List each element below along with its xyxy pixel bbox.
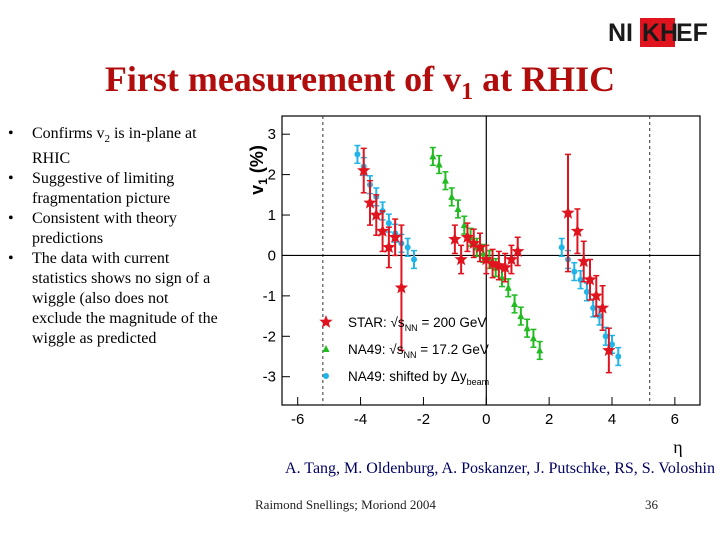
na49-point [498,273,506,281]
x-tick-label: -4 [354,411,367,428]
na49-shifted-point [558,244,565,251]
star-point [479,252,493,266]
authors-line: A. Tang, M. Oldenburg, A. Poskanzer, J. … [285,460,715,477]
x-tick-label: -2 [417,411,430,428]
y-axis-label: v1 (%) [247,145,270,195]
y-tick-label: -2 [263,328,276,345]
star-point [589,288,603,302]
na49-point [504,283,512,291]
na49-point [448,192,456,200]
x-tick-label: -6 [291,411,304,428]
star-point [473,240,487,253]
x-tick-label: 0 [482,411,490,428]
bullet-list: Confirms v2 is in-plane at RHIC Suggesti… [6,124,221,349]
na49-point [511,299,519,307]
page-number: 36 [645,497,658,512]
bullet-item: The data with current statistics shows n… [6,249,221,349]
na49-shifted-point [354,151,361,158]
star-point [595,301,610,314]
na49-shifted-point [602,333,609,340]
na49-shifted-point [609,341,615,348]
legend-label: NA49: shifted by Δybeam [348,369,489,387]
legend-marker-star [319,315,333,328]
na49-shifted-point [404,244,411,251]
star-point [602,343,616,357]
y-tick-label: 3 [268,126,276,143]
na49-shifted-point [590,304,597,311]
x-tick-label: 2 [545,411,553,428]
star-point [561,206,575,219]
star-point [448,232,462,245]
star-point [394,280,409,294]
star-point [454,252,468,266]
star-point [570,224,585,237]
nikhef-logo: NI KH EF [608,18,708,47]
logo-text-left: NI [608,19,633,47]
star-point [504,252,519,266]
title-subscript: 1 [461,79,474,106]
x-axis-label: η [673,437,682,457]
footer-text: Raimond Snellings; Moriond 2004 [255,497,436,512]
y-tick-label: -3 [263,369,276,386]
v1-eta-chart: -6 -4 -2 0 2 4 6 -3 -2 -1 0 1 2 3 η v1 (%) STAR: √sNN =… [247,115,701,457]
star-point [577,254,591,268]
y-tick-label: 2 [268,167,276,184]
na49-shifted-point [385,220,392,227]
na49-shifted-point [615,353,622,360]
logo-text-right: EF [676,19,708,47]
bullet-item: Consistent with theory predictions [6,209,221,249]
x-tick-label: 6 [671,411,679,428]
logo-box [640,18,675,47]
star-point [363,195,377,209]
na49-point [441,176,449,184]
star-point [460,230,475,243]
bullet-item: Confirms v2 is in-plane at RHIC [6,124,221,169]
legend-label: NA49: √sNN = 17.2 GeV [348,342,489,360]
na49-shifted-point [583,288,590,295]
na49-point [517,312,525,320]
x-tick-label: 4 [608,411,616,428]
star-point [388,230,402,243]
y-tick-label: 0 [268,247,276,264]
na49-point [460,221,468,229]
bullet-item: Suggestive of limiting fragmentation pic… [6,169,221,209]
title-tail: at RHIC [473,59,616,99]
na49-point [454,204,462,212]
legend-marker-triangle [322,345,330,352]
star-point [357,163,371,177]
star-point [492,258,506,272]
star-point [375,224,390,237]
plot-frame [281,115,701,406]
na49-shifted-point [411,256,417,263]
star-point [498,260,512,274]
slide-title: First measurement of v1 at RHIC [0,58,720,106]
logo-text-box: KH [642,19,678,47]
star-point [485,256,500,270]
star-point [369,208,383,221]
na49-point [536,346,544,354]
y-tick-label: -1 [263,288,276,305]
legend-marker-circle [323,373,329,379]
y-tick-label: 1 [268,207,276,224]
star-point [382,240,396,253]
na49-point [435,160,443,168]
na49-point [523,324,531,332]
na49-shifted-point [596,313,603,320]
star-point [467,236,481,249]
na49-shifted-point [571,268,578,275]
star-point [511,244,525,258]
title-text: First measurement of v [104,59,462,99]
na49-point [479,249,487,257]
legend-label: STAR: √sNN = 200 GeV [348,315,486,333]
na49-point [429,152,437,160]
na49-point [529,334,537,342]
star-point [583,272,597,286]
